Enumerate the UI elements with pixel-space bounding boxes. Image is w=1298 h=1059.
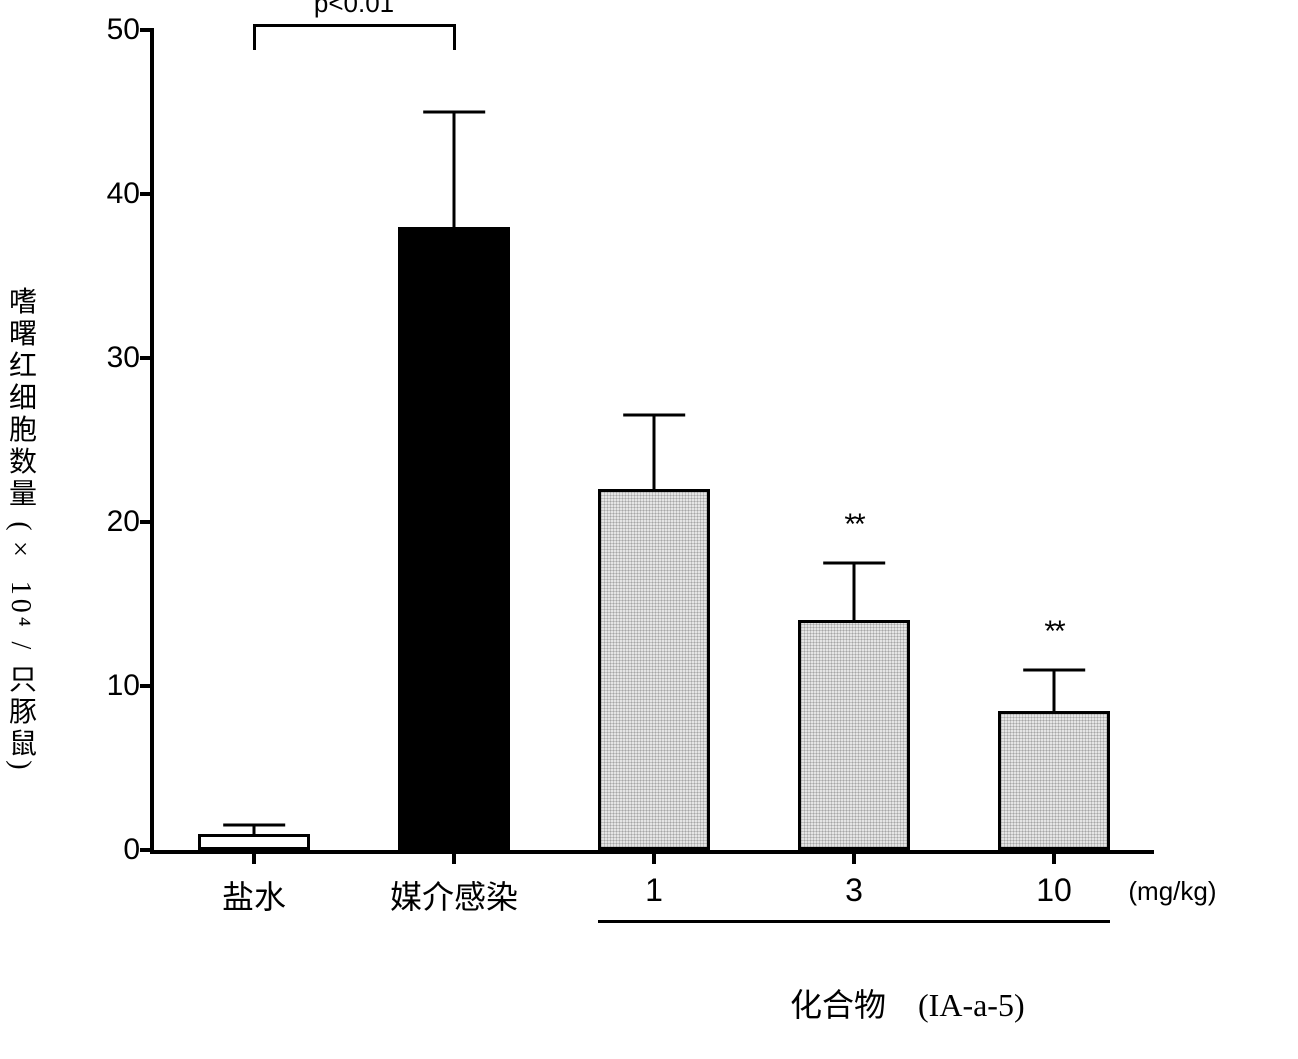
bar	[598, 489, 710, 850]
p-bracket-drop	[453, 24, 456, 50]
xtick-label: 盐水	[222, 850, 286, 918]
compound-prefix: 化合物	[790, 987, 886, 1023]
p-bracket-drop	[253, 24, 256, 50]
chart-container: 嗜曙红细胞数量 (× 10⁴ / 只豚鼠) 01020304050盐水媒介感染1…	[0, 0, 1298, 1059]
xtick-label: 3	[845, 850, 863, 909]
error-cap	[823, 562, 885, 565]
error-bar	[253, 825, 256, 836]
compound-label: 化合物 (IA-a-5)	[790, 980, 1025, 1026]
xtick-label: 1	[645, 850, 663, 909]
error-cap	[623, 414, 685, 417]
error-cap	[1023, 668, 1085, 671]
error-cap	[423, 111, 485, 114]
error-bar	[1053, 670, 1056, 714]
xtick-label: 媒介感染	[390, 850, 518, 918]
ytick-label: 0	[123, 833, 154, 867]
significance-marker: **	[1044, 615, 1063, 649]
error-cap	[223, 824, 285, 827]
error-bar	[653, 415, 656, 492]
xtick-label: 10	[1036, 850, 1072, 909]
ytick-label: 50	[107, 13, 154, 47]
dose-unit-label: (mg/kg)	[1128, 876, 1216, 907]
error-bar	[453, 112, 456, 230]
dose-group-underline	[598, 920, 1110, 923]
ytick-label: 20	[107, 505, 154, 539]
y-axis-label: 嗜曙红细胞数量 (× 10⁴ / 只豚鼠)	[0, 286, 40, 773]
plot-area: 01020304050盐水媒介感染13**10**p<0.01	[150, 30, 1154, 854]
p-value-label: p<0.01	[314, 0, 394, 19]
bar	[798, 620, 910, 850]
ytick-label: 10	[107, 669, 154, 703]
compound-suffix: (IA-a-5)	[918, 987, 1025, 1023]
error-bar	[853, 563, 856, 623]
ytick-label: 30	[107, 341, 154, 375]
ytick-label: 40	[107, 177, 154, 211]
p-bracket	[254, 24, 454, 27]
bar	[998, 711, 1110, 850]
bar	[398, 227, 510, 850]
significance-marker: **	[844, 508, 863, 542]
